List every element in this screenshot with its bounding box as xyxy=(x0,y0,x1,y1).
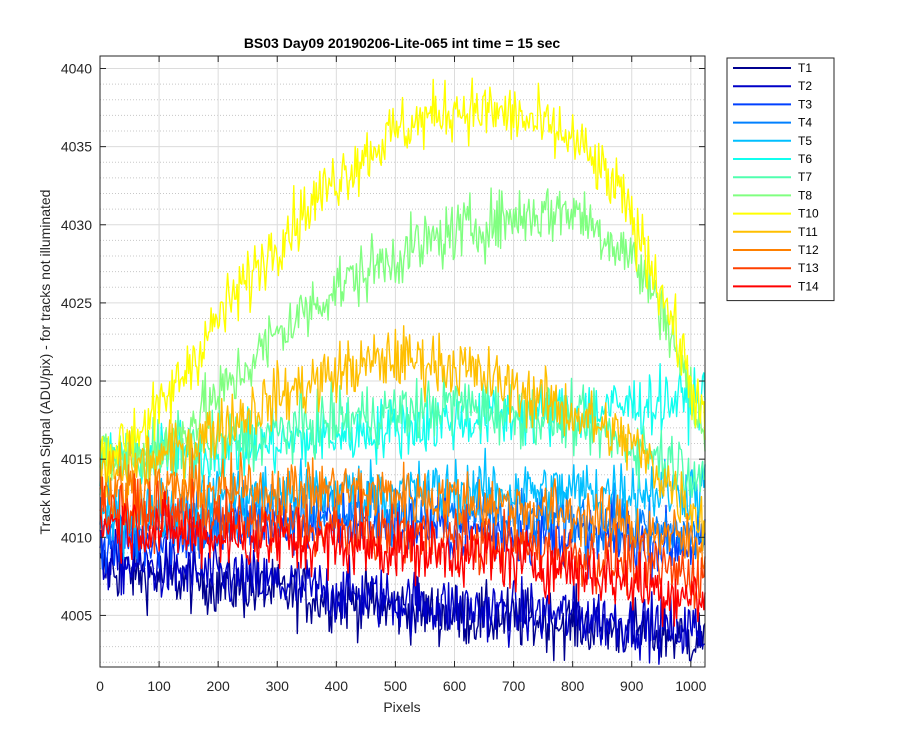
legend-label: T11 xyxy=(798,225,818,239)
y-tick-label: 4025 xyxy=(61,295,92,311)
x-tick-label: 200 xyxy=(206,678,230,694)
x-tick-label: 400 xyxy=(325,678,349,694)
series-line-t11 xyxy=(99,325,706,551)
y-tick-label: 4015 xyxy=(61,451,92,467)
series-line-t12 xyxy=(99,447,706,570)
y-axis-label: Track Mean Signal (ADU/pix) - for tracks… xyxy=(37,190,53,535)
x-tick-label: 500 xyxy=(384,678,408,694)
plot-frame xyxy=(99,55,706,668)
legend-label: T10 xyxy=(798,207,819,221)
x-tick-label: 900 xyxy=(620,678,644,694)
x-tick-label: 1000 xyxy=(675,678,706,694)
legend-label: T3 xyxy=(798,97,812,111)
y-tick-label: 4005 xyxy=(61,607,92,623)
legend-label: T6 xyxy=(798,152,812,166)
axes: 0 100 200 300 400 500 600 700 800 900 1000 4005 4010… xyxy=(61,56,707,694)
y-tick-label: 4040 xyxy=(61,61,92,77)
legend: T1 T2 T3 T4 T5 T6 T7 T8 T10 T11 T12 T13 T14 xyxy=(726,57,835,302)
legend-label: T12 xyxy=(798,243,819,257)
series-line-t14 xyxy=(99,490,706,628)
legend-label: T1 xyxy=(798,61,812,75)
series-line-t2 xyxy=(99,528,706,665)
legend-label: T13 xyxy=(798,261,819,275)
legend-label: T2 xyxy=(798,79,812,93)
x-tick-label: 300 xyxy=(266,678,290,694)
x-tick-label: 700 xyxy=(502,678,526,694)
series-group xyxy=(99,77,706,665)
x-tick-label: 100 xyxy=(147,678,171,694)
legend-box xyxy=(726,57,835,302)
chart-title: BS03 Day09 20190206-Lite-065 int time = … xyxy=(244,35,561,51)
x-tick-label: 0 xyxy=(96,678,104,694)
y-tick-label: 4020 xyxy=(61,373,92,389)
series-line-t10 xyxy=(99,77,706,498)
legend-label: T8 xyxy=(798,188,812,202)
series-line-t8 xyxy=(99,187,706,484)
y-tick-label: 4030 xyxy=(61,217,92,233)
legend-label: T5 xyxy=(798,134,812,148)
series-line-t5 xyxy=(99,447,706,560)
legend-label: T14 xyxy=(798,279,819,293)
legend-label: T4 xyxy=(798,116,812,130)
legend-label: T7 xyxy=(798,170,812,184)
x-tick-label: 800 xyxy=(561,678,585,694)
x-axis-label: Pixels xyxy=(383,699,420,715)
y-tick-label: 4010 xyxy=(61,529,92,545)
y-tick-label: 4035 xyxy=(61,139,92,155)
x-tick-label: 600 xyxy=(443,678,467,694)
